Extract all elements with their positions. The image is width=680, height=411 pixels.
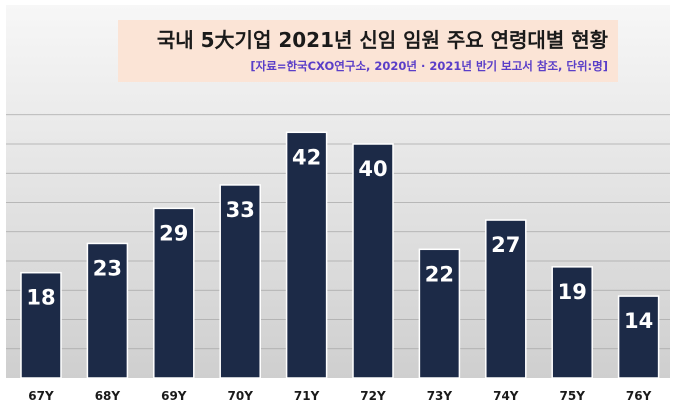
- value-label-67Y: 18: [26, 286, 55, 310]
- value-label-71Y: 42: [292, 145, 321, 169]
- value-label-74Y: 27: [491, 233, 520, 257]
- bar-75Y: [551, 266, 593, 379]
- x-tick-74Y: 74Y: [493, 389, 519, 403]
- x-tick-76Y: 76Y: [626, 389, 652, 403]
- value-label-68Y: 23: [93, 256, 122, 280]
- x-tick-67Y: 67Y: [28, 389, 54, 403]
- x-tick-71Y: 71Y: [294, 389, 320, 403]
- x-tick-72Y: 72Y: [360, 389, 386, 403]
- value-labels: 18 23 29 33 42 40 22 27 19 14: [26, 145, 653, 333]
- chart-subtitle: [자료=한국CXO연구소, 2020년 · 2021년 반기 보고서 참조, 단…: [250, 59, 608, 73]
- x-tick-70Y: 70Y: [228, 389, 254, 403]
- bar-76Y: [617, 295, 660, 379]
- bar-73Y: [418, 248, 461, 379]
- x-tick-69Y: 69Y: [161, 389, 187, 403]
- bar-74Y: [485, 219, 527, 379]
- x-tick-68Y: 68Y: [95, 389, 121, 403]
- bar-68Y: [86, 242, 129, 379]
- bars: [20, 131, 660, 379]
- value-label-75Y: 19: [558, 280, 587, 304]
- x-tick-75Y: 75Y: [560, 389, 586, 403]
- value-label-73Y: 22: [425, 262, 454, 286]
- bar-71Y: [285, 131, 328, 379]
- chart-title: 국내 5大기업 2021년 신임 임원 주요 연령대별 현황: [156, 28, 608, 52]
- bar-72Y: [352, 143, 394, 379]
- bar-70Y: [219, 184, 261, 379]
- title-box: 국내 5大기업 2021년 신임 임원 주요 연령대별 현황 [자료=한국CXO…: [118, 20, 618, 82]
- value-label-72Y: 40: [358, 157, 387, 181]
- value-label-69Y: 29: [159, 221, 188, 245]
- value-label-70Y: 33: [226, 198, 255, 222]
- x-tick-73Y: 73Y: [427, 389, 453, 403]
- value-label-76Y: 14: [624, 309, 653, 333]
- bar-67Y: [20, 271, 62, 379]
- bar-69Y: [153, 207, 195, 379]
- x-tick-labels: 67Y 68Y 69Y 70Y 71Y 72Y 73Y 74Y 75Y 76Y: [28, 389, 651, 403]
